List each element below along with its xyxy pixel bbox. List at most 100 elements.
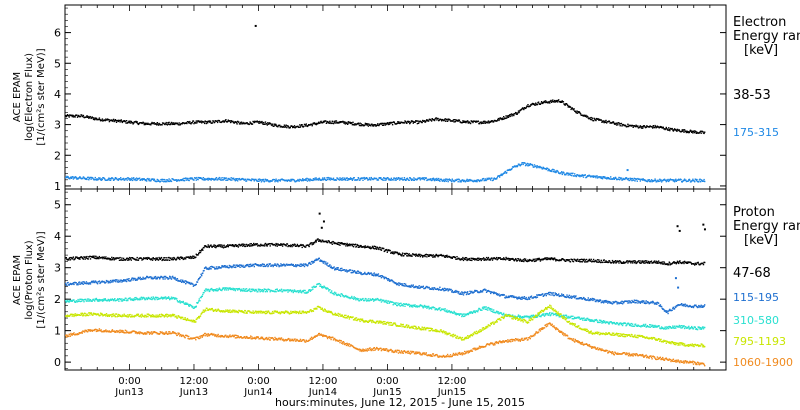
electron-point-38-53	[347, 123, 349, 125]
proton-point-47-68	[653, 260, 656, 262]
proton-point-115-195	[88, 283, 90, 285]
proton-point-47-68	[582, 260, 585, 262]
electron-point-38-53	[673, 129, 675, 131]
electron-point-175-315	[694, 181, 696, 183]
electron-point-175-315	[500, 174, 502, 176]
electron-point-38-53	[506, 117, 508, 119]
electron-point-38-53	[668, 129, 670, 131]
proton-point-47-68	[595, 259, 597, 262]
electron-point-175-315	[244, 178, 247, 180]
electron-point-175-315	[529, 164, 531, 166]
proton-point-115-195	[99, 282, 101, 285]
proton-point-115-195	[75, 282, 77, 284]
electron-point-175-315	[650, 179, 653, 181]
proton-point-115-195	[218, 266, 221, 268]
electron-point-38-53	[593, 117, 595, 120]
electron-point-175-315	[98, 177, 100, 179]
proton-point-115-195	[105, 279, 108, 282]
proton-point-115-195	[448, 289, 450, 291]
proton-point-47-68	[462, 256, 464, 259]
proton-point-310-580	[187, 303, 189, 305]
electron-point-38-53	[293, 126, 295, 128]
proton-point-115-195	[545, 294, 547, 297]
proton-point-47-68	[686, 262, 689, 264]
electron-point-175-315	[204, 179, 206, 181]
electron-point-38-53	[461, 121, 464, 124]
electron-point-175-315	[609, 178, 611, 180]
electron-point-38-53	[384, 124, 387, 126]
electron-point-175-315	[323, 177, 326, 179]
proton-point-47-68	[311, 243, 313, 246]
proton-point-47-68	[264, 243, 266, 245]
electron-point-175-315	[443, 180, 446, 183]
electron-point-38-53	[501, 118, 503, 121]
proton-point-115-195	[605, 301, 608, 303]
electron-point-38-53	[537, 101, 540, 103]
proton-point-310-580	[276, 288, 278, 290]
electron-point-175-315	[131, 179, 134, 182]
electron-point-175-315	[422, 178, 424, 180]
proton-point-47-68	[428, 255, 430, 257]
proton-point-115-195	[316, 259, 318, 261]
proton-point-310-580	[185, 303, 187, 305]
electron-point-38-53	[136, 121, 138, 123]
electron-point-175-315	[621, 179, 624, 181]
electron-point-38-53	[196, 122, 198, 124]
proton-point-47-68	[274, 244, 276, 246]
electron-point-38-53	[263, 121, 265, 124]
proton-point-115-195	[408, 285, 410, 287]
electron-point-175-315	[183, 180, 186, 182]
proton-point-47-68	[685, 262, 688, 264]
proton-point-115-195	[598, 300, 601, 302]
proton-point-310-580	[227, 287, 229, 289]
proton-point-115-195	[548, 293, 550, 296]
proton-point-47-68	[235, 244, 237, 246]
electron-point-38-53	[376, 124, 378, 126]
proton-point-47-68	[549, 258, 552, 261]
proton-point-115-195	[462, 291, 464, 294]
electron-point-175-315	[307, 178, 309, 180]
proton-point-115-195	[228, 267, 230, 269]
proton-point-115-195	[168, 277, 170, 279]
electron-point-38-53	[119, 121, 121, 123]
electron-point-175-315	[457, 181, 459, 183]
electron-point-38-53	[315, 123, 317, 125]
electron-point-175-315	[403, 177, 406, 179]
proton-point-47-68	[245, 243, 248, 246]
electron-point-38-53	[333, 120, 335, 123]
proton-point-47-68	[203, 246, 205, 249]
proton-point-47-68	[188, 256, 190, 258]
electron-point-38-53	[157, 124, 160, 126]
proton-point-47-68	[669, 262, 671, 264]
electron-point-175-315	[345, 179, 347, 181]
proton-point-310-580	[232, 287, 234, 290]
proton-point-115-195	[626, 300, 628, 302]
proton-point-115-195	[124, 280, 127, 282]
proton-point-47-68	[572, 260, 575, 263]
proton-point-47-68	[384, 250, 386, 252]
proton-point-47-68	[101, 256, 104, 258]
electron-point-175-315	[699, 181, 702, 183]
proton-point-115-195	[169, 276, 171, 278]
electron-point-38-53	[542, 102, 544, 105]
electron-point-175-315	[279, 180, 281, 182]
proton-point-47-68	[483, 259, 485, 261]
electron-point-175-315	[491, 177, 493, 179]
proton-point-310-580	[334, 291, 336, 293]
proton-point-310-580	[356, 297, 358, 300]
electron-point-175-315	[119, 178, 121, 181]
proton-point-115-195	[69, 283, 71, 285]
proton-point-47-68	[565, 260, 567, 262]
proton-point-47-68	[505, 256, 507, 259]
electron-point-38-53	[639, 126, 641, 128]
electron-point-38-53	[508, 115, 510, 117]
electron-point-38-53	[206, 122, 209, 124]
proton-point-47-68	[697, 261, 699, 264]
proton-point-115-195	[591, 297, 594, 300]
electron-point-175-315	[72, 176, 74, 178]
electron-point-175-315	[115, 177, 118, 179]
electron-point-175-315	[152, 178, 154, 180]
electron-point-38-53	[526, 105, 529, 108]
electron-point-175-315	[409, 177, 411, 179]
electron-point-38-53	[652, 127, 654, 129]
